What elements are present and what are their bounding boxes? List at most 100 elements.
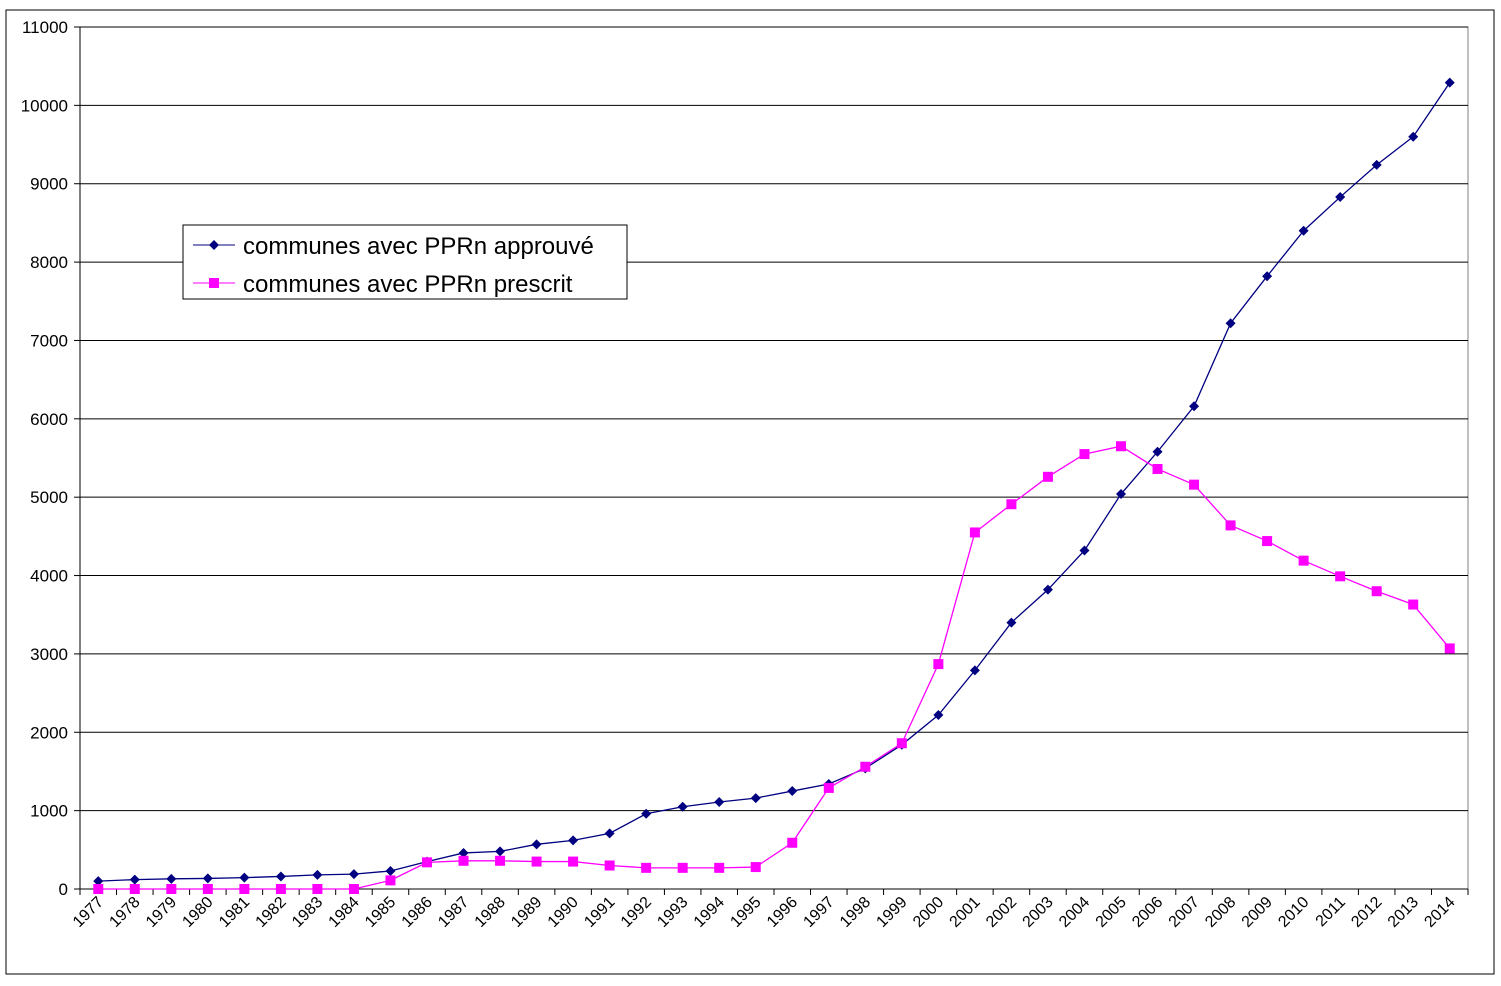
series-1-point <box>823 782 834 793</box>
series-0-point <box>1116 489 1126 500</box>
series-0-point <box>348 869 359 880</box>
gridlines <box>80 26 1468 812</box>
series-1-point <box>1152 463 1163 474</box>
legend: communes avec PPRn approuvé communes ave… <box>182 224 628 300</box>
series-1-point <box>896 738 907 749</box>
series-0-point <box>239 872 250 883</box>
series-1-point <box>531 856 542 867</box>
series-0-point <box>275 871 286 882</box>
series-1-point <box>969 527 980 538</box>
legend-item-1: communes avec PPRn prescrit <box>193 271 573 298</box>
series-1-point <box>568 856 579 867</box>
series-0-point <box>1006 617 1017 628</box>
series-1-point <box>677 862 688 873</box>
series-1-point <box>275 884 286 894</box>
y-tick-label: 1000 <box>30 802 68 821</box>
series-0-point <box>1189 401 1200 412</box>
y-tick-label: 4000 <box>30 567 68 586</box>
series-1-point <box>714 862 725 873</box>
legend-label-1: communes avec PPRn prescrit <box>243 271 573 298</box>
y-tick-label: 11000 <box>22 18 68 37</box>
series-1-point <box>1116 441 1126 452</box>
series-0-point <box>604 828 615 839</box>
series-0-point <box>641 808 652 819</box>
series-0-point <box>1408 131 1419 142</box>
legend-marker-1 <box>209 278 219 288</box>
series-0-point <box>312 869 323 880</box>
series-1-point <box>202 884 213 894</box>
y-tick-label: 9000 <box>30 175 68 194</box>
series-1-point <box>1042 471 1053 482</box>
series-1-point <box>787 837 798 848</box>
series-0-point <box>969 665 980 676</box>
series-1-point <box>312 884 323 894</box>
series-0-point <box>1444 77 1455 88</box>
series-1-point <box>348 884 359 894</box>
legend-marker-0 <box>209 240 219 250</box>
series-0-point <box>166 873 177 884</box>
series-0-point <box>1371 159 1382 170</box>
series-0-point <box>1079 545 1090 556</box>
series-1-point <box>1408 599 1419 610</box>
y-tick-label: 6000 <box>30 410 68 429</box>
series-1-point <box>458 855 469 866</box>
series-0-point <box>385 865 396 876</box>
series-0-point <box>933 710 944 721</box>
series-1-point <box>1335 571 1346 582</box>
series-1-point <box>641 862 652 873</box>
series-0-point <box>93 876 104 887</box>
series-1-point <box>1262 536 1273 547</box>
series-1-point <box>1298 555 1309 566</box>
series-line-1 <box>98 445 1451 890</box>
plot-area <box>79 26 1469 890</box>
series-0-point <box>495 846 506 857</box>
series-1-point <box>1225 520 1236 531</box>
series-0-point <box>1335 192 1346 203</box>
legend-item-0: communes avec PPRn approuvé <box>193 233 594 260</box>
series-0-point <box>1152 446 1163 457</box>
series-1-point <box>495 855 506 866</box>
series-1-point <box>860 761 871 772</box>
series-0-point <box>531 839 542 850</box>
series-line-0 <box>98 82 1451 882</box>
series-1-point <box>1371 586 1382 597</box>
series-1-point <box>239 884 250 894</box>
y-tick-label: 2000 <box>30 723 68 742</box>
y-tick-label: 0 <box>59 880 68 899</box>
series-0-point <box>1262 271 1273 282</box>
series-1-point <box>166 884 177 894</box>
series-0-point <box>750 793 761 804</box>
series-1-point <box>604 860 615 871</box>
series-0-point <box>1225 318 1236 329</box>
series-1-point <box>933 659 944 670</box>
series-0-point <box>787 786 798 797</box>
series-0-point <box>1042 584 1053 595</box>
y-tick-label: 3000 <box>30 645 68 664</box>
series-1-point <box>93 884 104 894</box>
y-tick-label: 10000 <box>21 96 68 115</box>
series-layer <box>93 77 1455 894</box>
series-1-point <box>385 875 396 886</box>
series-1-point <box>1189 479 1200 490</box>
series-0-point <box>129 874 140 885</box>
y-tick-label: 7000 <box>30 331 68 350</box>
series-0-point <box>458 847 469 858</box>
series-0-point <box>1298 225 1309 236</box>
series-0-point <box>714 797 725 808</box>
series-0-point <box>202 873 213 884</box>
legend-label-0: communes avec PPRn approuvé <box>243 233 594 260</box>
series-1-point <box>750 862 761 873</box>
series-1-point <box>1006 499 1017 510</box>
y-tick-label: 5000 <box>30 488 68 507</box>
series-0-point <box>568 835 579 846</box>
series-0-point <box>677 801 688 812</box>
y-tick-label: 8000 <box>30 253 68 272</box>
series-1-point <box>1444 643 1455 654</box>
y-axis: 0 1000 2000 3000 4000 5000 6000 7000 8000 9000 100… <box>21 18 81 899</box>
series-1-point <box>129 884 140 894</box>
series-1-point <box>1079 449 1090 460</box>
legend-box <box>182 224 628 300</box>
series-1-point <box>422 857 432 868</box>
